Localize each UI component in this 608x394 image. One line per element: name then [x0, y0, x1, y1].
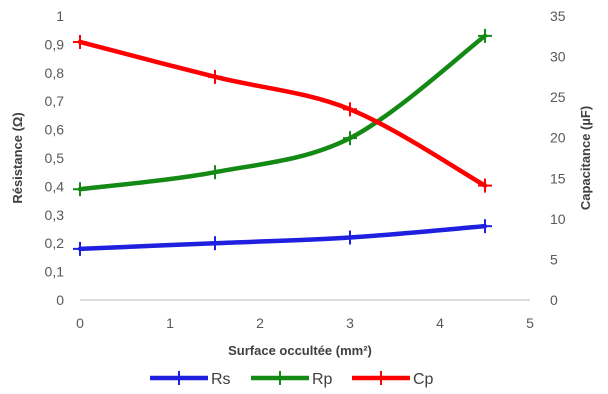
series-lines [73, 28, 492, 256]
y-left-tick-label: 0,3 [45, 207, 65, 223]
y-left-tick-label: 0,7 [45, 93, 65, 109]
legend-item-rs: Rs [150, 371, 231, 388]
x-tick-label: 0 [76, 315, 84, 331]
data-point-marker [478, 178, 492, 193]
data-point-marker [208, 165, 222, 180]
data-point-marker [73, 34, 87, 49]
y-left-tick-label: 0 [56, 292, 64, 308]
x-tick-label: 1 [166, 315, 174, 331]
legend-label: Rs [211, 371, 231, 388]
legend: Rs Rp Cp [150, 371, 434, 388]
series-rs [73, 219, 492, 256]
data-point-marker [478, 28, 492, 43]
series-rp [73, 28, 492, 197]
y-left-tick-label: 1 [56, 8, 64, 24]
x-tick-label: 4 [436, 315, 444, 331]
y-left-tick-label: 0,4 [45, 178, 65, 194]
data-point-marker [343, 131, 357, 146]
y-right-tick-label: 20 [550, 130, 566, 146]
y-right-tick-label: 5 [550, 251, 558, 267]
series-cp [73, 34, 492, 193]
legend-label: Rp [312, 371, 333, 388]
data-point-marker [478, 219, 492, 234]
series-line-cp [77, 39, 488, 188]
y-right-axis-title: Capacitance (µF) [578, 106, 593, 210]
data-point-marker [73, 182, 87, 197]
x-tick-label: 3 [346, 315, 354, 331]
legend-label: Cp [413, 371, 434, 388]
x-axis-title: Surface occultée (mm²) [228, 343, 372, 358]
data-point-marker [208, 69, 222, 84]
data-point-marker [343, 102, 357, 117]
y-right-tick-label: 30 [550, 49, 566, 65]
series-line-rp [77, 33, 488, 192]
y-right-tick-label: 15 [550, 170, 566, 186]
y-left-tick-label: 0,6 [45, 122, 65, 138]
y-right-tick-label: 0 [550, 292, 558, 308]
y-left-tick-label: 0,5 [45, 150, 65, 166]
legend-item-rp: Rp [251, 371, 333, 388]
y-right-tick-label: 10 [550, 211, 566, 227]
series-line-rs [77, 223, 488, 252]
axes: 0 1 2 3 4 500,10,20,30,40,50,60,70,80,9105101… [45, 8, 566, 331]
data-point-marker [208, 236, 222, 251]
y-left-tick-label: 0,1 [45, 264, 65, 280]
legend-item-cp: Cp [352, 371, 434, 388]
data-point-marker [343, 230, 357, 245]
y-right-tick-label: 35 [550, 8, 566, 24]
y-left-tick-label: 0,8 [45, 65, 65, 81]
x-tick-label: 2 [256, 315, 264, 331]
y-left-tick-label: 0,9 [45, 36, 65, 52]
x-tick-label: 5 [526, 315, 534, 331]
y-right-tick-label: 25 [550, 89, 566, 105]
data-point-marker [73, 241, 87, 256]
y-left-axis-title: Résistance (Ω) [10, 112, 25, 203]
y-left-tick-label: 0,2 [45, 235, 65, 251]
